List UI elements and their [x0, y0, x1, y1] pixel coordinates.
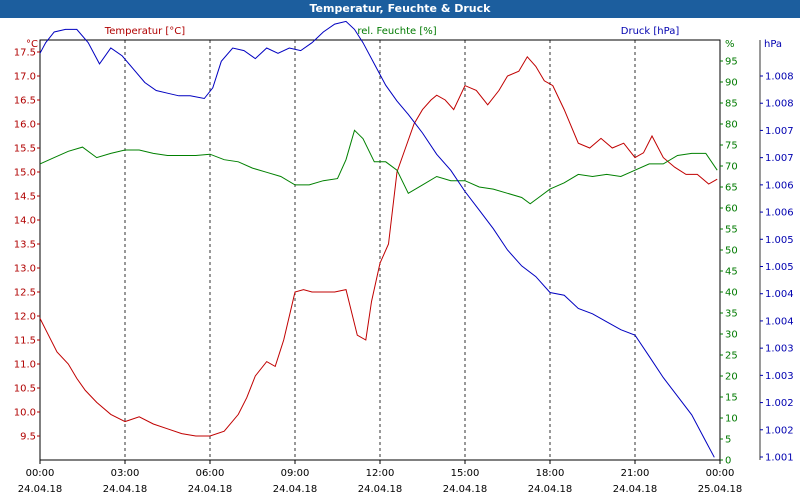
humidity-tick-label: 25	[725, 351, 738, 362]
pressure-tick-label: 1.004	[765, 289, 794, 300]
humidity-unit-label: %	[725, 39, 735, 50]
humidity-tick-label: 90	[725, 78, 738, 89]
temperature-tick-label: 11.5	[14, 336, 36, 347]
temperature-tick-label: 10.0	[14, 408, 36, 419]
humidity-tick-label: 5	[725, 435, 731, 446]
temperature-tick-label: 12.5	[14, 288, 36, 299]
pressure-tick-label: 1.008	[765, 99, 794, 110]
series-line-pressure	[39, 20, 715, 458]
temperature-tick-label: 14.5	[14, 192, 36, 203]
time-tick-label: 06:00	[196, 468, 225, 479]
humidity-axis: % 0 5 10 15 20 25 30 35 40 45 50 55 60 65 70 75 80 85 90 95	[720, 39, 738, 467]
time-tick-label: 00:00	[706, 468, 735, 479]
humidity-tick-label: 10	[725, 414, 738, 425]
time-axis: 00:00 24.04.18 03:00 24.04.18 06:00 24.04.18 0…	[18, 460, 743, 495]
humidity-tick-label: 50	[725, 246, 738, 257]
date-tick-label: 24.04.18	[18, 484, 63, 495]
pressure-axis: hPa 1.001 1.002 1.002 1.003 1.003 1.004 1.004 1.…	[759, 39, 794, 464]
time-tick-label: 15:00	[451, 468, 480, 479]
series-line-humidity	[39, 129, 718, 205]
humidity-tick-label: 30	[725, 330, 738, 341]
temperature-tick-label: 16.5	[14, 96, 36, 107]
date-tick-label: 24.04.18	[188, 484, 233, 495]
pressure-tick-label: 1.005	[765, 262, 794, 273]
temperature-tick-label: 13.5	[14, 240, 36, 251]
humidity-tick-label: 35	[725, 309, 738, 320]
humidity-tick-label: 55	[725, 225, 738, 236]
time-tick-label: 09:00	[281, 468, 310, 479]
date-tick-label: 24.04.18	[103, 484, 148, 495]
temperature-tick-label: 15.0	[14, 168, 36, 179]
pressure-tick-label: 1.002	[765, 425, 794, 436]
temperature-tick-label: 11.0	[14, 360, 36, 371]
date-tick-label: 24.04.18	[273, 484, 318, 495]
temperature-tick-label: 15.5	[14, 144, 36, 155]
time-tick-label: 00:00	[26, 468, 55, 479]
humidity-tick-label: 75	[725, 141, 738, 152]
date-tick-label: 24.04.18	[528, 484, 573, 495]
pressure-tick-label: 1.003	[765, 371, 794, 382]
temperature-tick-label: 12.0	[14, 312, 36, 323]
time-tick-label: 03:00	[111, 468, 140, 479]
humidity-tick-label: 85	[725, 99, 738, 110]
temperature-unit-label: °C	[26, 39, 38, 50]
date-tick-label: 24.04.18	[358, 484, 403, 495]
pressure-tick-label: 1.007	[765, 153, 794, 164]
humidity-tick-label: 45	[725, 267, 738, 278]
pressure-tick-label: 1.007	[765, 126, 794, 137]
time-tick-label: 12:00	[366, 468, 395, 479]
humidity-tick-label: 15	[725, 393, 738, 404]
temperature-tick-label: 16.0	[14, 120, 36, 131]
series-line-temperature	[39, 55, 718, 437]
series-label-pressure: Druck [hPa]	[621, 26, 680, 37]
chart-title: Temperatur, Feuchte & Druck	[0, 0, 800, 18]
grid-lines	[124, 40, 636, 460]
pressure-tick-label: 1.004	[765, 316, 794, 327]
humidity-tick-label: 60	[725, 204, 738, 215]
temperature-tick-label: 17.5	[14, 48, 36, 59]
time-tick-label: 21:00	[621, 468, 650, 479]
date-tick-label: 24.04.18	[443, 484, 488, 495]
temperature-tick-label: 9.5	[20, 432, 36, 443]
humidity-tick-label: 65	[725, 183, 738, 194]
humidity-tick-label: 0	[725, 456, 731, 467]
temperature-tick-label: 17.0	[14, 72, 36, 83]
humidity-tick-label: 70	[725, 162, 738, 173]
pressure-tick-label: 1.005	[765, 235, 794, 246]
pressure-unit-label: hPa	[764, 39, 782, 50]
pressure-tick-label: 1.008	[765, 72, 794, 83]
pressure-tick-label: 1.006	[765, 180, 794, 191]
date-tick-label: 24.04.18	[613, 484, 658, 495]
temperature-tick-label: 14.0	[14, 216, 36, 227]
humidity-tick-label: 40	[725, 288, 738, 299]
pressure-tick-label: 1.001	[765, 453, 794, 464]
temperature-axis: °C 9.5 10.0 10.5 11.0 11.5 12.0 12.5 13.0 13.5 14.…	[14, 39, 40, 443]
temperature-tick-label: 10.5	[14, 384, 36, 395]
humidity-tick-label: 20	[725, 372, 738, 383]
pressure-tick-label: 1.003	[765, 344, 794, 355]
series-layer	[39, 20, 718, 458]
series-labels: Temperatur [°C] rel. Feuchte [%] Druck [hP…	[104, 26, 680, 37]
series-label-temperature: Temperatur [°C]	[104, 26, 185, 37]
date-tick-label: 25.04.18	[698, 484, 743, 495]
pressure-tick-label: 1.006	[765, 208, 794, 219]
pressure-tick-label: 1.002	[765, 398, 794, 409]
time-tick-label: 18:00	[536, 468, 565, 479]
series-label-humidity: rel. Feuchte [%]	[357, 26, 436, 37]
temperature-tick-label: 13.0	[14, 264, 36, 275]
humidity-tick-label: 95	[725, 57, 738, 68]
humidity-tick-label: 80	[725, 120, 738, 131]
